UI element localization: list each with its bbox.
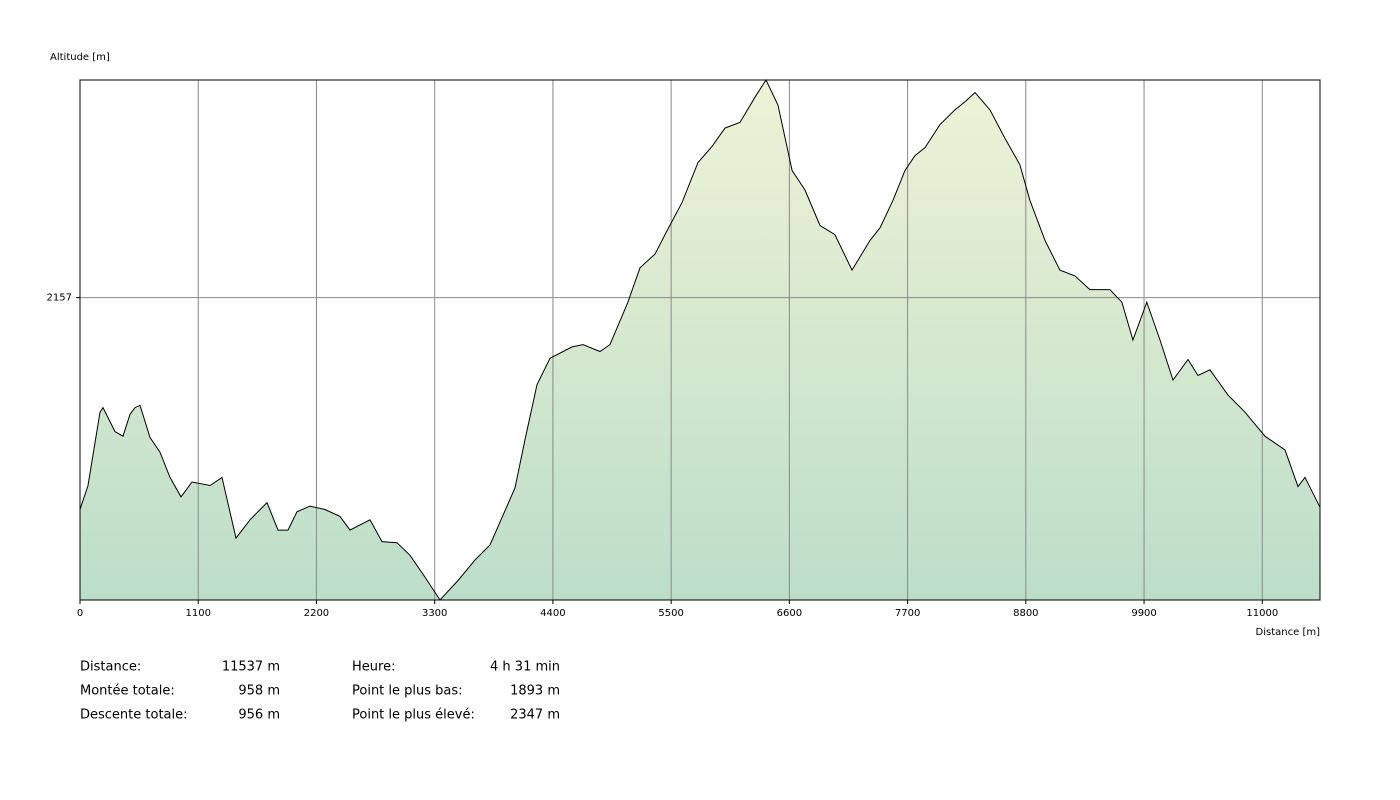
x-tick-label: 8800 bbox=[1013, 608, 1038, 619]
stat-label: Heure: bbox=[352, 660, 395, 675]
area-fill bbox=[80, 80, 1320, 600]
stat-label: Montée totale: bbox=[80, 684, 175, 699]
y-axis-label: Altitude [m] bbox=[50, 52, 110, 63]
stat-value: 956 m bbox=[238, 708, 280, 723]
x-tick-label: 3300 bbox=[422, 608, 447, 619]
stat-value: 958 m bbox=[238, 684, 280, 699]
x-tick-label: 2200 bbox=[304, 608, 329, 619]
stat-label: Descente totale: bbox=[80, 708, 188, 723]
x-tick-label: 0 bbox=[77, 608, 83, 619]
x-tick-label: 11000 bbox=[1246, 608, 1278, 619]
x-tick-label: 1100 bbox=[186, 608, 211, 619]
profile-line bbox=[79, 78, 1321, 601]
stat-value: 1893 m bbox=[510, 684, 560, 699]
x-tick-label: 7700 bbox=[895, 608, 920, 619]
x-axis-label: Distance [m] bbox=[1256, 627, 1321, 638]
stat-label: Point le plus bas: bbox=[352, 684, 463, 699]
stat-value: 2347 m bbox=[510, 708, 560, 723]
stat-value: 11537 m bbox=[222, 660, 280, 675]
stat-label: Distance: bbox=[80, 660, 141, 675]
x-tick-label: 5500 bbox=[658, 608, 683, 619]
y-tick-label: 2157 bbox=[47, 293, 72, 304]
stat-value: 4 h 31 min bbox=[490, 660, 560, 675]
plot-frame bbox=[79, 79, 1321, 601]
x-tick-label: 9900 bbox=[1131, 608, 1156, 619]
stat-label: Point le plus élevé: bbox=[352, 708, 475, 723]
x-tick-label: 4400 bbox=[540, 608, 565, 619]
x-tick-label: 6600 bbox=[777, 608, 802, 619]
